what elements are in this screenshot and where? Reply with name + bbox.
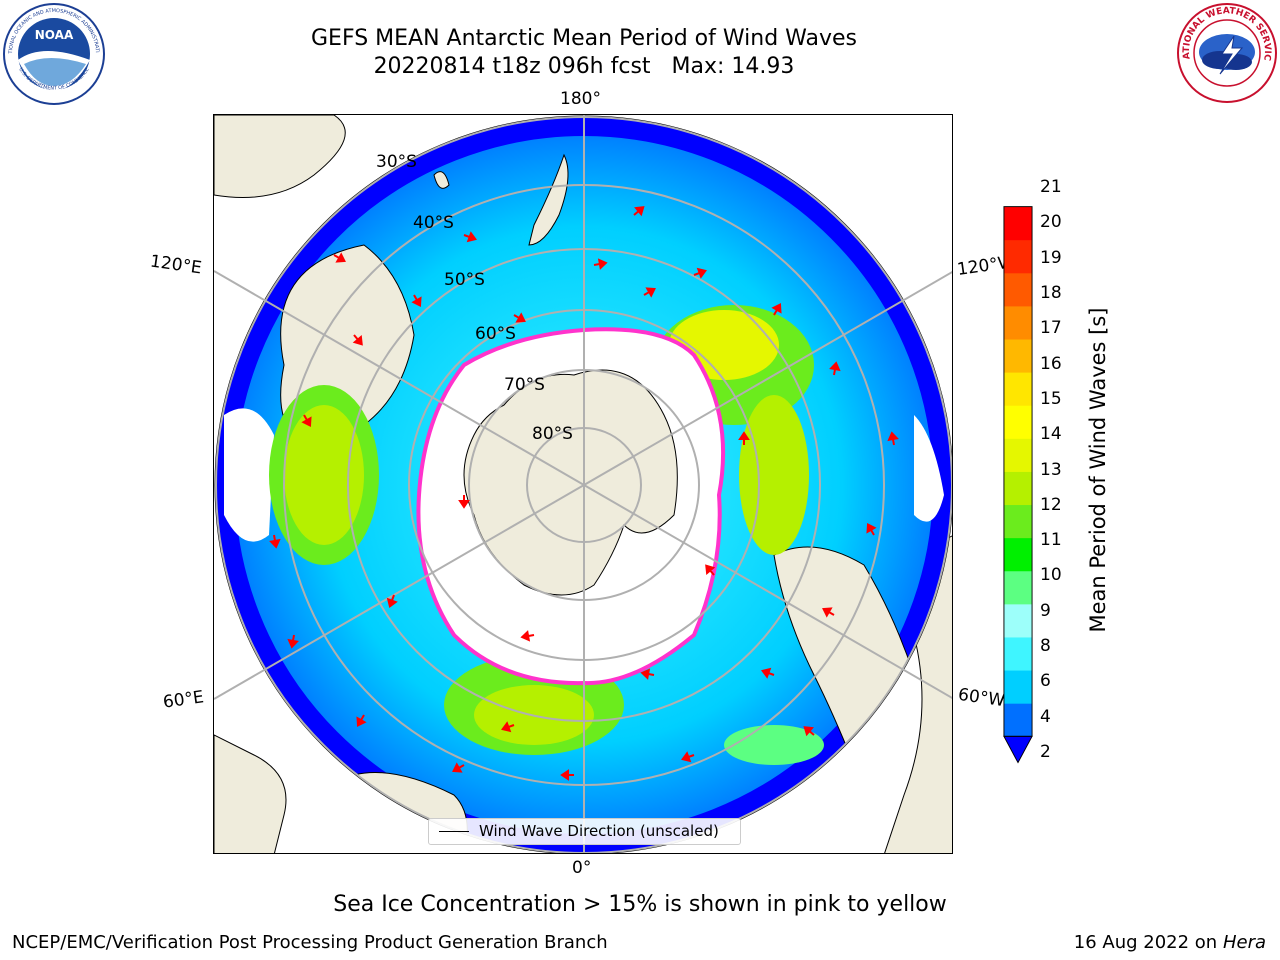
wave-direction-arrow — [887, 431, 899, 446]
wave-direction-arrow — [761, 667, 775, 679]
wave-direction-arrow — [520, 630, 535, 642]
max-value: Max: 14.93 — [671, 54, 795, 79]
wave-direction-arrow — [681, 751, 695, 763]
colorbar-tick-label: 8 — [1040, 636, 1051, 657]
colorbar-segment — [1003, 438, 1033, 472]
forecast-time: 20220814 t18z 096h fcst — [373, 54, 651, 79]
footer-date-text: 16 Aug 2022 on — [1073, 932, 1218, 953]
wave-direction-arrow — [333, 252, 346, 263]
colorbar-tick-label: 17 — [1040, 318, 1062, 339]
colorbar-tick-label: 16 — [1040, 353, 1062, 374]
wave-direction-arrow — [386, 594, 398, 608]
colorbar-extend-arrow — [1003, 735, 1033, 764]
colorbar-tick-label: 12 — [1040, 494, 1062, 515]
colorbar-segment — [1003, 703, 1033, 737]
lon-label-180: 180° — [560, 89, 601, 109]
colorbar-segment — [1003, 670, 1033, 704]
colorbar-segment — [1003, 471, 1033, 506]
legend-text: Wind Wave Direction (unscaled) — [479, 822, 719, 840]
wave-direction-arrow — [822, 607, 835, 618]
wave-direction-arrow — [287, 634, 299, 649]
colorbar-segment — [1003, 570, 1033, 605]
wave-direction-arrow — [269, 534, 281, 549]
colorbar-segment — [1003, 504, 1033, 539]
lat-label-30s: 30°S — [376, 152, 417, 172]
colorbar-segment — [1003, 239, 1033, 274]
lat-label-70s: 70°S — [504, 375, 545, 395]
wave-direction-arrow — [513, 312, 526, 323]
sea-ice-caption: Sea Ice Concentration > 15% is shown in … — [333, 892, 947, 917]
lat-label-50s: 50°S — [444, 270, 485, 290]
colorbar-segment — [1003, 305, 1033, 340]
colorbar-tick-label: 6 — [1040, 671, 1051, 692]
colorbar-tick-label: 20 — [1040, 212, 1062, 233]
wave-direction-arrow — [633, 206, 645, 217]
colorbar-label: Mean Period of Wind Waves [s] — [1086, 307, 1110, 633]
wave-direction-arrow — [738, 431, 750, 445]
noaa-logo-text: NOAA — [35, 28, 74, 42]
colorbar-segment — [1003, 372, 1033, 406]
wave-direction-arrow — [501, 721, 515, 733]
nws-logo: NATIONAL WEATHER SERVICE — [1176, 2, 1277, 103]
wave-direction-arrow — [593, 258, 608, 270]
lat-label-60s: 60°S — [475, 324, 516, 344]
colorbar-tick-label: 11 — [1040, 530, 1062, 551]
wave-direction-arrow — [463, 231, 477, 243]
wave-direction-arrow — [803, 726, 815, 737]
wave-direction-arrow — [771, 303, 782, 316]
wave-direction-arrow — [356, 714, 367, 727]
wave-direction-arrow — [458, 495, 470, 509]
colorbar-segment — [1003, 272, 1033, 307]
wave-direction-arrow — [705, 564, 716, 576]
colorbar-segment — [1003, 405, 1033, 439]
polar-map — [213, 114, 953, 854]
colorbar-segment — [1003, 339, 1033, 373]
colorbar-tick-label: 18 — [1040, 282, 1062, 303]
lon-label-120e: 120°E — [148, 251, 203, 279]
noaa-logo: NOAA NATIONAL OCEANIC AND ATMOSPHERIC AD… — [2, 2, 105, 105]
colorbar-segment — [1003, 206, 1033, 241]
map-title: GEFS MEAN Antarctic Mean Period of Wind … — [311, 26, 857, 51]
colorbar-tick-label: 4 — [1040, 706, 1051, 727]
lon-label-0: 0° — [572, 858, 592, 878]
legend-line-icon — [439, 831, 469, 832]
colorbar-tick-label: 2 — [1040, 742, 1051, 762]
wave-direction-arrow — [640, 668, 655, 680]
colorbar-tick-label: 9 — [1040, 600, 1051, 621]
wave-direction-arrow — [352, 334, 363, 346]
lon-label-60e: 60°E — [161, 687, 206, 713]
wave-direction-arrow — [866, 523, 877, 536]
footer-host: Hera — [1222, 932, 1266, 953]
colorbar-tick-label: 13 — [1040, 459, 1062, 480]
colorbar-tick-label: 10 — [1040, 565, 1062, 586]
map-legend: Wind Wave Direction (unscaled) — [428, 818, 741, 845]
wave-direction-arrow — [301, 414, 312, 427]
colorbar-tick-label: 15 — [1040, 388, 1062, 409]
wave-direction-arrow — [643, 287, 656, 298]
wave-direction-arrow — [829, 361, 841, 376]
colorbar-tick-label: 19 — [1040, 247, 1062, 268]
lat-label-80s: 80°S — [532, 424, 573, 444]
wave-direction-arrow — [411, 294, 422, 307]
colorbar-segment — [1003, 603, 1033, 638]
lon-label-60w: 60°W — [956, 684, 1007, 712]
colorbar — [1003, 206, 1033, 764]
colorbar-segment — [1003, 636, 1033, 671]
footer-date: 16 Aug 2022 on Hera — [1074, 932, 1266, 953]
colorbar-segment — [1003, 537, 1033, 572]
map-subtitle: 20220814 t18z 096h fcst Max: 14.93 — [0, 54, 1168, 79]
footer-branch: NCEP/EMC/Verification Post Processing Pr… — [12, 932, 608, 953]
lat-label-40s: 40°S — [413, 213, 454, 233]
wave-direction-arrow — [693, 267, 707, 279]
wave-direction-arrow — [452, 762, 465, 773]
colorbar-tick-label: 14 — [1040, 424, 1062, 445]
colorbar-tick-label: 21 — [1040, 177, 1062, 197]
wave-direction-arrow — [560, 769, 574, 781]
